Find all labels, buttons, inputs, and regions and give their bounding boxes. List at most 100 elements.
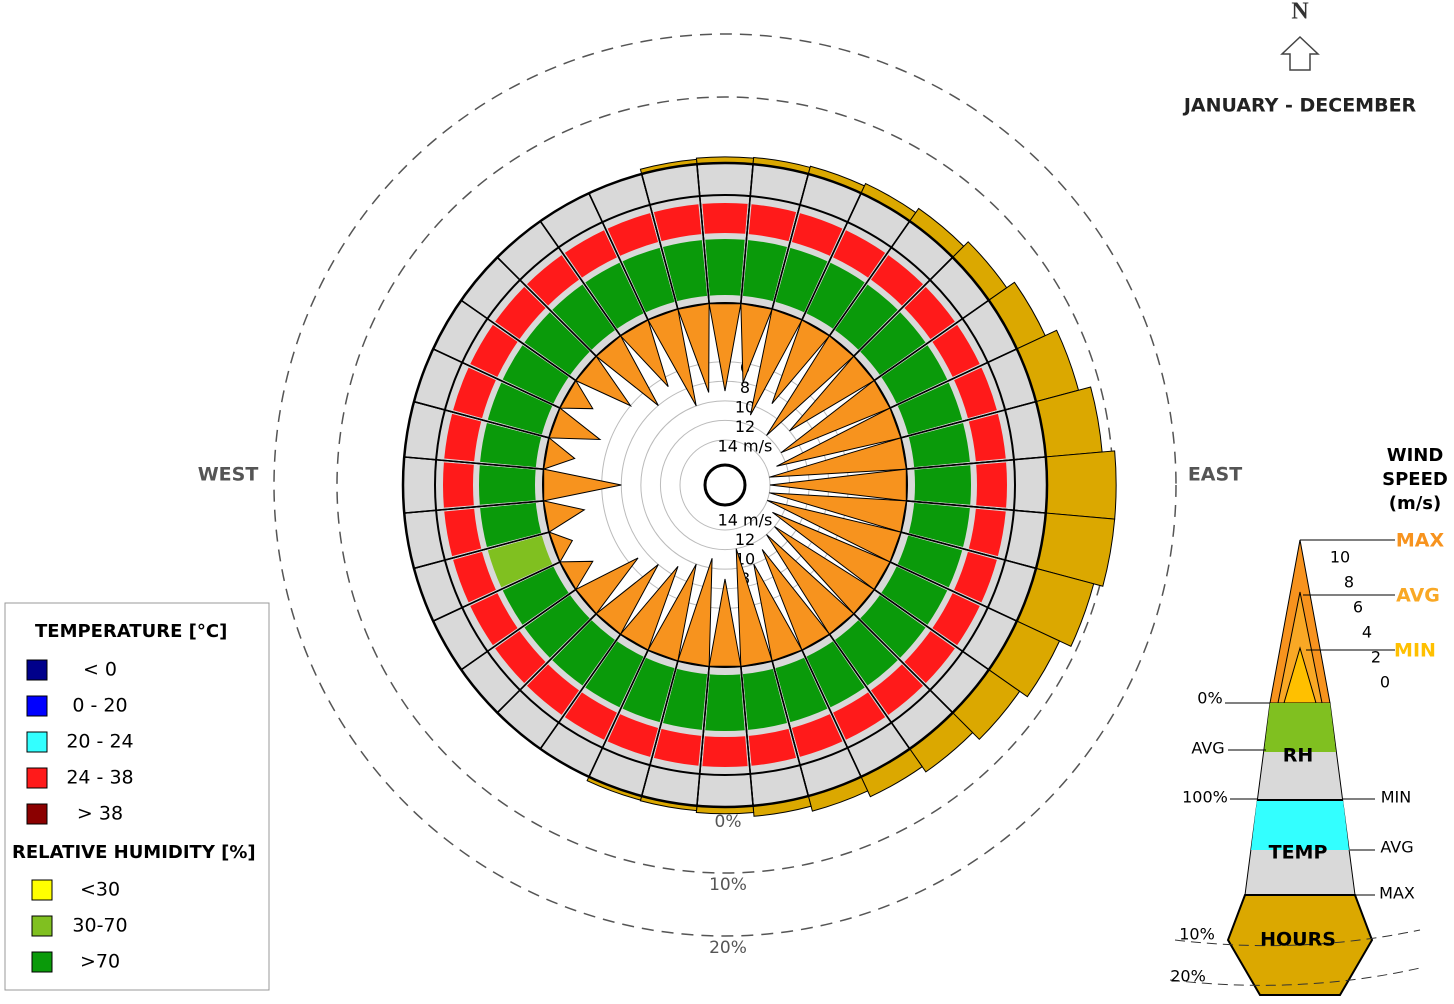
humidity-cell	[478, 465, 536, 505]
sector-line	[801, 192, 862, 321]
sector-line	[640, 173, 679, 310]
legend-swatch	[31, 879, 53, 901]
temperature-cell	[526, 255, 580, 306]
max-speed-spike	[769, 468, 907, 502]
legend-label: 0 - 20	[72, 695, 127, 717]
key-label: AVG	[1191, 739, 1224, 758]
key-title: (m/s)	[1389, 493, 1442, 514]
temperature-cell	[453, 367, 496, 419]
key-label: TEMP	[1269, 842, 1328, 864]
temperature-cell	[470, 324, 518, 377]
ring	[401, 161, 1049, 809]
speed-tick-label: 10	[735, 397, 755, 416]
key-label: RH	[1283, 745, 1314, 767]
temperature-cell	[791, 714, 843, 757]
max-speed-spike	[559, 379, 594, 410]
humidity-cell	[897, 535, 963, 588]
max-speed-spike	[749, 308, 803, 416]
max-speed-spike	[708, 578, 742, 667]
sector-line	[900, 531, 1037, 570]
temperature-cell	[607, 714, 659, 757]
max-speed-spike	[677, 303, 710, 393]
key-label: 100%	[1182, 788, 1228, 807]
max-speed-spike	[767, 499, 902, 563]
speed-tick-label: 8	[740, 378, 750, 397]
humidity-cell	[908, 422, 970, 468]
temperature-cell	[442, 462, 474, 508]
key-label: 20%	[1170, 967, 1206, 986]
humidity-cell	[914, 465, 971, 505]
humidity-cell	[622, 657, 675, 723]
sector-line	[432, 561, 561, 622]
legend-label: >70	[80, 951, 120, 973]
sector-line	[873, 299, 990, 382]
temperature-cell	[748, 204, 797, 242]
temperature-cell	[932, 593, 980, 646]
sector-line	[740, 666, 754, 806]
hours-tick-label: 10%	[709, 875, 747, 895]
max-speed-spike	[774, 526, 875, 615]
humidity-cell	[881, 345, 948, 404]
legend-label: 30-70	[72, 915, 127, 937]
wind-rose: 0%10%20%14 m/s14 m/s121210108866	[273, 33, 1177, 958]
humidity-cell	[705, 674, 745, 731]
max-speed-spike	[575, 355, 633, 407]
sector-line	[432, 348, 561, 409]
temperature-cell	[495, 630, 546, 684]
temperature-cell	[526, 664, 580, 715]
key-speed-tick: 10	[1330, 548, 1350, 567]
temperature-cell	[607, 213, 659, 256]
humidity-cell	[662, 668, 708, 730]
humidity-cell	[835, 284, 898, 350]
humidity-cell	[585, 262, 644, 329]
max-speed-spike	[677, 558, 713, 667]
max-speed-spike	[548, 407, 602, 441]
max-speed-spike	[543, 500, 586, 533]
max-speed-spike	[761, 549, 831, 651]
key-speed-tick: 4	[1362, 623, 1372, 642]
max-speed-spike	[789, 355, 875, 432]
legend-swatch	[26, 803, 48, 825]
grid-line	[273, 33, 1177, 937]
humidity-cell	[835, 620, 898, 686]
max-speed-spike	[595, 564, 659, 635]
humidity-cell	[742, 240, 788, 302]
temperature-cell	[444, 508, 482, 557]
max-speed-spike	[780, 379, 891, 454]
humidity-cell	[585, 641, 644, 708]
key-speed-tick: 6	[1353, 598, 1363, 617]
sector-line	[873, 588, 990, 671]
sector-line	[906, 456, 1046, 470]
temperature-cell	[470, 593, 518, 646]
hours-tick-label: 20%	[709, 938, 747, 958]
legend-title: RELATIVE HUMIDITY [%]	[12, 842, 256, 863]
humidity-cell	[860, 312, 926, 375]
humidity-cell	[502, 566, 569, 625]
max-speed-spike	[647, 563, 697, 662]
humidity-cell	[662, 240, 708, 302]
humidity-cell	[524, 312, 590, 375]
max-speed-spike	[619, 319, 669, 388]
key-title: SPEED	[1382, 469, 1448, 490]
legend-swatch	[31, 915, 53, 937]
max-speed-spike	[559, 560, 594, 591]
key-max: MAX	[1396, 530, 1445, 552]
temperature-cell	[932, 324, 980, 377]
humidity-cell	[524, 595, 590, 658]
east-label: EAST	[1188, 464, 1242, 486]
humidity-cell	[908, 502, 970, 548]
temperature-cell	[968, 413, 1006, 462]
max-speed-spike	[595, 335, 659, 406]
key-speed-tick: 8	[1344, 573, 1354, 592]
temperature-cell	[444, 413, 482, 462]
sector-line	[539, 220, 622, 337]
legend-swatch	[26, 767, 48, 789]
ring	[434, 194, 1016, 776]
key-label: HOURS	[1260, 929, 1336, 951]
max-speed-spike	[753, 563, 803, 662]
legend-label: < 0	[83, 659, 117, 681]
max-speed-spike	[776, 407, 902, 467]
temperature-cell	[564, 692, 617, 740]
temperature-cell	[870, 664, 924, 715]
